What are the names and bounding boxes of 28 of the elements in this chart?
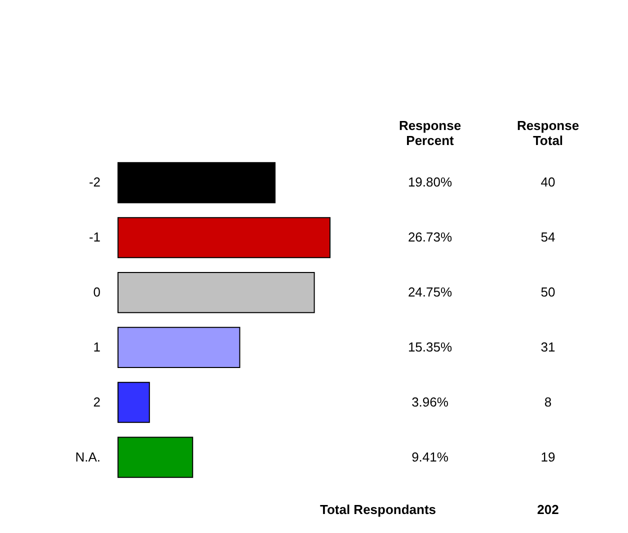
text: 50	[540, 284, 556, 300]
text: Response Total	[516, 118, 580, 148]
text: Total Respondants	[320, 502, 436, 517]
text: 54	[540, 230, 556, 245]
text: 8	[544, 394, 552, 410]
text: 31	[540, 339, 556, 354]
data-label: 9.41%	[412, 449, 449, 464]
bar	[118, 436, 194, 478]
text: 19	[540, 449, 556, 464]
bar	[118, 326, 240, 368]
y-tick-label: -2	[88, 174, 100, 190]
data-label: 26.73%	[408, 230, 452, 245]
y-tick-label: 0	[93, 284, 100, 300]
bar	[118, 272, 315, 314]
y-tick-label: 1	[93, 339, 100, 354]
text: 40	[540, 174, 556, 190]
text: Response Percent	[398, 118, 462, 148]
text: 202	[537, 502, 559, 517]
bar	[118, 162, 276, 204]
data-label: 19.80%	[408, 174, 452, 190]
y-tick-label: 2	[93, 394, 100, 410]
bar	[118, 382, 150, 423]
y-tick-label: N.A.	[75, 449, 100, 464]
data-label: 3.96%	[412, 394, 449, 410]
bar	[118, 217, 330, 258]
data-label: 24.75%	[408, 284, 452, 300]
y-tick-label: -1	[88, 230, 100, 245]
data-label: 15.35%	[408, 339, 452, 354]
